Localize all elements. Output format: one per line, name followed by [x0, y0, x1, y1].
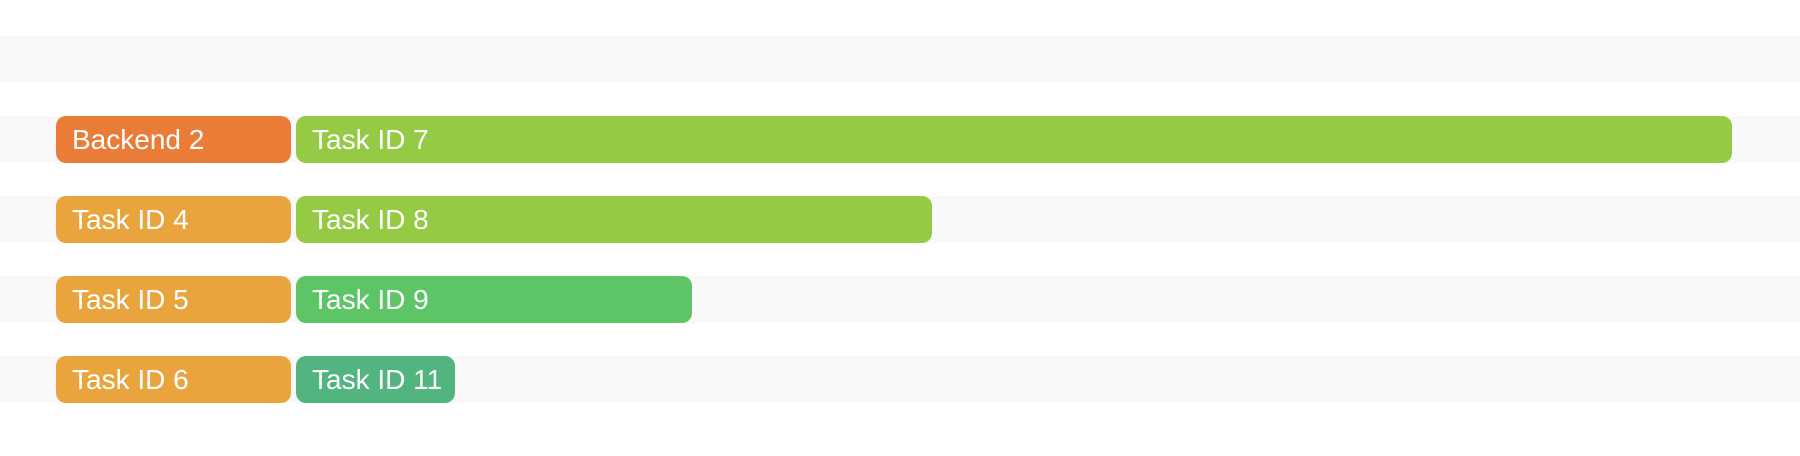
task-bar-task-6[interactable]: Task ID 6 — [56, 356, 291, 403]
task-bar-label: Task ID 5 — [72, 284, 189, 315]
task-bar-label: Task ID 8 — [312, 204, 429, 235]
task-bar-label: Task ID 7 — [312, 124, 429, 155]
row-band — [0, 36, 1800, 83]
task-bar-label: Task ID 4 — [72, 204, 189, 235]
task-bar-task-11[interactable]: Task ID 11 — [296, 356, 455, 403]
task-bar-label: Backend 2 — [72, 124, 205, 155]
task-bar-label: Task ID 9 — [312, 284, 429, 315]
task-bar-task-4[interactable]: Task ID 4 — [56, 196, 291, 243]
task-bar-label: Task ID 11 — [312, 364, 443, 395]
task-bar-task-5[interactable]: Task ID 5 — [56, 276, 291, 323]
task-bar-task-9[interactable]: Task ID 9 — [296, 276, 692, 323]
task-bar-backend-2[interactable]: Backend 2 — [56, 116, 291, 163]
task-bar-task-8[interactable]: Task ID 8 — [296, 196, 932, 243]
task-bar-task-7[interactable]: Task ID 7 — [296, 116, 1732, 163]
task-bar-label: Task ID 6 — [72, 364, 189, 395]
